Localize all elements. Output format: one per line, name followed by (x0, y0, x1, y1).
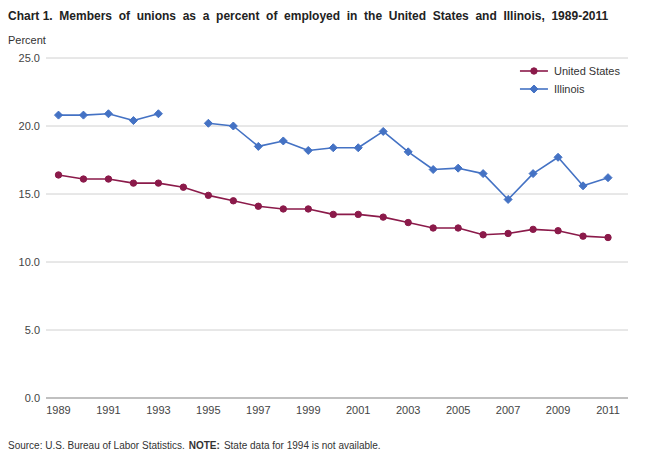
x-tick-label: 2007 (496, 404, 520, 416)
x-tick-label: 2005 (446, 404, 470, 416)
legend-marker (530, 85, 538, 93)
point (479, 170, 487, 178)
point (154, 110, 162, 118)
point (579, 182, 587, 190)
point (55, 172, 61, 178)
x-tick-label: 2001 (346, 404, 370, 416)
point (405, 219, 411, 225)
y-axis-label: Percent (8, 34, 46, 46)
point (229, 122, 237, 130)
x-tick-label: 1991 (96, 404, 120, 416)
point (80, 176, 86, 182)
y-grid (46, 58, 628, 398)
point (130, 180, 136, 186)
legend: United States Illinois (520, 65, 621, 95)
x-tick-label: 1999 (296, 404, 320, 416)
point (205, 192, 211, 198)
footnote-part: NOTE: (189, 440, 220, 451)
x-tick-label: 1993 (146, 404, 170, 416)
y-tick-label: 5.0 (25, 324, 40, 336)
point (580, 233, 586, 239)
point (329, 144, 337, 152)
point (554, 153, 562, 161)
grid-line (46, 262, 628, 263)
series-line (58, 175, 608, 238)
footnote: Source: U.S. Bureau of Labor Statistics.… (8, 440, 381, 451)
series-line (58, 114, 608, 200)
x-tick-label: 1997 (246, 404, 270, 416)
grid-line (46, 330, 628, 331)
point (305, 206, 311, 212)
point (254, 142, 262, 150)
series (54, 110, 612, 204)
grid-line (46, 126, 628, 127)
title: Chart 1. Members of unions as a percent … (8, 9, 608, 23)
point (380, 214, 386, 220)
point (379, 127, 387, 135)
point (79, 111, 87, 119)
y-tick-label: 15.0 (19, 188, 40, 200)
y-tick-label: 10.0 (19, 256, 40, 268)
point (54, 111, 62, 119)
point (204, 119, 212, 127)
x-tick-label: 2003 (396, 404, 420, 416)
point (504, 195, 512, 203)
series (55, 172, 611, 241)
x-tick-label: 1995 (196, 404, 220, 416)
x-axis-line (46, 398, 628, 399)
point (604, 174, 612, 182)
y-tick-label: 25.0 (19, 52, 40, 64)
point (480, 232, 486, 238)
point (430, 225, 436, 231)
point (505, 230, 511, 236)
point (354, 144, 362, 152)
x-tick-label: 2011 (596, 404, 620, 416)
point (230, 198, 236, 204)
point (605, 234, 611, 240)
point (454, 164, 462, 172)
point (104, 110, 112, 118)
x-tick-label: 1989 (46, 404, 70, 416)
point (279, 137, 287, 145)
point (529, 170, 537, 178)
point (330, 211, 336, 217)
point (455, 225, 461, 231)
y-tick-label: 0.0 (25, 392, 40, 404)
y-tick-label: 20.0 (19, 120, 40, 132)
point (429, 166, 437, 174)
point (280, 206, 286, 212)
point (105, 176, 111, 182)
grid-line (46, 398, 628, 399)
point (304, 146, 312, 154)
legend-label: United States (554, 65, 621, 77)
point (129, 117, 137, 125)
grid-line (46, 194, 628, 195)
legend-label: Illinois (554, 83, 585, 95)
point (555, 228, 561, 234)
point (530, 226, 536, 232)
point (255, 203, 261, 209)
point (355, 211, 361, 217)
grid-line (46, 58, 628, 59)
point (404, 148, 412, 156)
footnote-part: Source: U.S. Bureau of Labor Statistics. (8, 440, 185, 451)
legend-marker (531, 68, 537, 74)
point (155, 180, 161, 186)
point (180, 184, 186, 190)
x-tick-label: 2009 (546, 404, 570, 416)
series-group (54, 110, 612, 241)
chart: Chart 1. Members of unions as a percent … (0, 0, 646, 461)
footnote-part: State data for 1994 is not available. (224, 440, 381, 451)
